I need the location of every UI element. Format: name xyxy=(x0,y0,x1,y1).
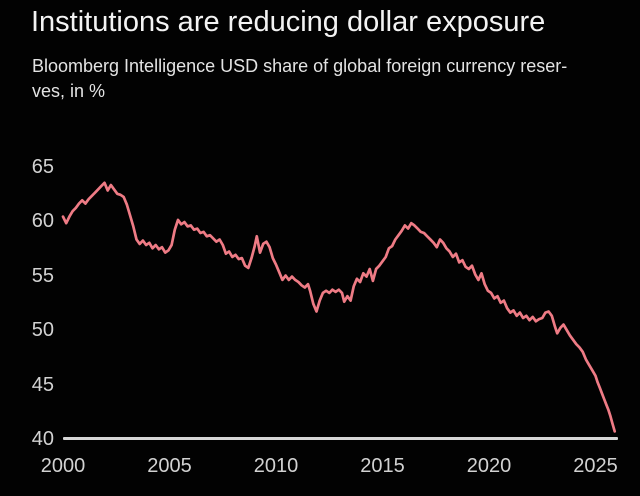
y-tick-60: 60 xyxy=(31,210,54,232)
x-tick-2010: 2010 xyxy=(253,455,299,477)
x-axis-line xyxy=(63,437,618,440)
chart-subtitle-line1: Bloomberg Intelligence USD share of glob… xyxy=(32,56,568,76)
x-tick-2020: 2020 xyxy=(466,455,512,477)
chart-subtitle-line2: ves, in % xyxy=(32,81,106,101)
y-tick-45: 45 xyxy=(31,373,54,396)
x-tick-2000: 2000 xyxy=(40,455,86,477)
x-tick-2005: 2005 xyxy=(147,455,192,477)
chart-title: Institutions are reducing dollar exposur… xyxy=(31,6,546,38)
y-tick-50: 50 xyxy=(31,319,54,341)
y-tick-55: 55 xyxy=(31,264,54,287)
y-tick-40: 40 xyxy=(31,428,54,450)
y-tick-65: 65 xyxy=(31,155,54,178)
x-tick-2025: 2025 xyxy=(573,455,618,477)
x-tick-2015: 2015 xyxy=(360,455,405,477)
chart-subtitle: Bloomberg Intelligence USD share of glob… xyxy=(32,54,567,104)
